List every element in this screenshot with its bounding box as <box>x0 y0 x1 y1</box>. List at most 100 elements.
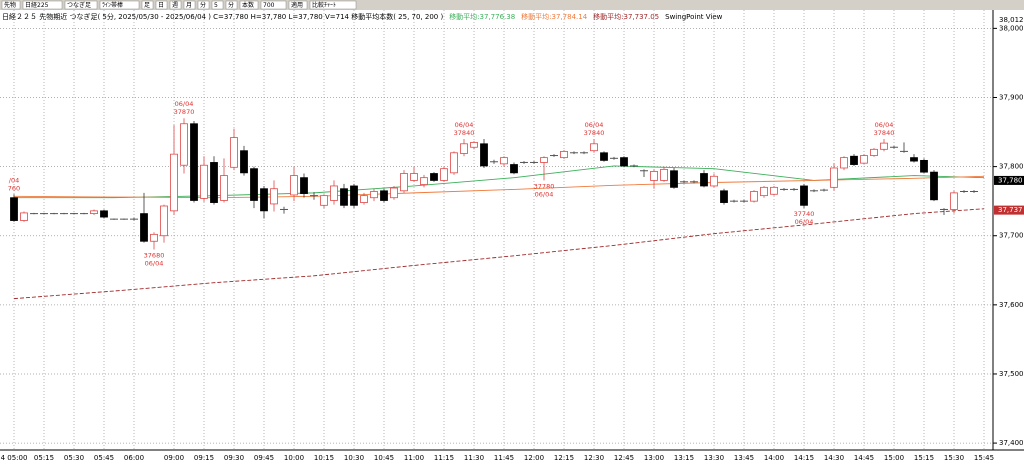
candle-body <box>340 188 348 206</box>
candle-body <box>90 210 98 215</box>
candle-body <box>430 173 438 181</box>
toolbar-label: つなぎ足 <box>67 1 91 9</box>
candle-body <box>230 137 238 168</box>
x-tick-label: 10:00 <box>284 454 304 462</box>
info-line: 日経２２５ 先物期近 つなぎ足( 5分, 2025/05/30 - 2025/0… <box>2 12 443 21</box>
x-tick-label: 13:45 <box>734 454 754 462</box>
candle-body <box>510 164 518 174</box>
y-tick-label: 37,400 <box>999 439 1024 447</box>
x-tick-label: 14:15 <box>794 454 814 462</box>
toolbar-label: 分 <box>200 1 206 9</box>
x-tick-label: 14:30 <box>824 454 844 462</box>
toolbar-button[interactable] <box>197 0 210 10</box>
candle-body <box>410 173 418 181</box>
candle-body <box>880 142 888 150</box>
toolbar-button[interactable] <box>169 0 182 10</box>
toolbar-button[interactable] <box>288 0 308 10</box>
toolbar-label: 日経225 <box>25 1 49 9</box>
swing-annotation: 06/04 <box>535 190 554 198</box>
x-tick-label: 13:30 <box>704 454 724 462</box>
toolbar <box>0 0 1024 10</box>
swing-annotation: 760 <box>8 184 20 192</box>
candle-body <box>210 162 218 203</box>
swing-annotation: /04 <box>9 176 19 184</box>
toolbar-label: 分 <box>228 1 234 9</box>
candle-body <box>380 190 388 201</box>
candle-body <box>860 155 868 164</box>
candle-body <box>770 186 778 195</box>
candle-body <box>600 152 608 161</box>
swing-annotation: 06/04 <box>455 121 474 129</box>
x-tick-label: 15:00 <box>884 454 904 462</box>
candle-body <box>170 153 178 212</box>
x-tick-label: 13:15 <box>674 454 694 462</box>
x-tick-label: 09:15 <box>194 454 214 462</box>
toolbar-label: 足 <box>144 2 150 9</box>
candle-body <box>270 188 278 205</box>
swing-annotation: 06/04 <box>175 100 194 108</box>
candle-body <box>540 157 548 163</box>
swing-annotation: 06/04 <box>585 121 604 129</box>
x-tick-label: 10:15 <box>314 454 334 462</box>
y-tick-label: 37,800 <box>999 163 1024 171</box>
toolbar-button[interactable] <box>99 0 140 10</box>
y-tick-label: 37,900 <box>999 93 1024 101</box>
candle-body <box>830 167 838 188</box>
toolbar-button[interactable] <box>309 0 357 10</box>
candle-body <box>10 197 18 221</box>
candle-body <box>220 175 228 201</box>
candle-body <box>400 173 408 192</box>
candle-body <box>910 157 918 162</box>
x-tick-label: 12:45 <box>614 454 634 462</box>
swing-annotation: 37840 <box>584 129 605 137</box>
moving-average <box>13 208 985 300</box>
candle-body <box>150 233 158 242</box>
candle-body <box>390 187 398 199</box>
x-tick-label: 12:00 <box>524 454 544 462</box>
x-tick-label: 15:30 <box>944 454 964 462</box>
toolbar-button[interactable] <box>239 0 259 10</box>
x-tick-label: 09:45 <box>254 454 274 462</box>
toolbar-label: 5 <box>214 2 218 9</box>
toolbar-button[interactable] <box>183 0 196 10</box>
toolbar-label: ﾗｲﾝ帯棒 <box>102 1 123 9</box>
candle-body <box>190 123 198 201</box>
toolbar-button[interactable] <box>141 0 154 10</box>
candle-body <box>180 123 188 166</box>
legend-entry: 移動平均:37,784.14 <box>521 12 588 21</box>
swing-annotation: 37740 <box>794 210 815 218</box>
candle-body <box>100 210 108 218</box>
toolbar-label: 比較ﾁｬｰﾄ <box>312 1 336 9</box>
x-tick-label: 09:30 <box>224 454 244 462</box>
x-tick-label: 11:15 <box>434 454 454 462</box>
toolbar-label: 週 <box>172 1 178 9</box>
candle-body <box>660 168 668 181</box>
toolbar-button[interactable] <box>225 0 238 10</box>
candle-body <box>420 177 428 185</box>
x-tick-label: 06:00 <box>124 454 144 462</box>
y-tick-label: 37,500 <box>999 370 1024 378</box>
candle-body <box>670 170 678 188</box>
candle-body <box>560 151 568 159</box>
candle-body <box>650 171 658 181</box>
toolbar-button[interactable] <box>1 0 21 10</box>
x-tick-label: 05:45 <box>94 454 114 462</box>
candle-body <box>930 171 938 201</box>
candle-body <box>500 157 508 165</box>
toolbar-button[interactable] <box>22 0 63 10</box>
toolbar-button[interactable] <box>260 0 287 10</box>
price-tag-label: 37,737 <box>998 206 1023 214</box>
toolbar-button[interactable] <box>211 0 224 10</box>
x-tick-label: 09:00 <box>164 454 184 462</box>
toolbar-button[interactable] <box>155 0 168 10</box>
candle-body <box>590 143 598 152</box>
y-tick-label: 37,700 <box>999 232 1024 240</box>
candle-body <box>330 185 338 201</box>
toolbar-label: 月 <box>186 2 192 9</box>
x-tick-label: 15:45 <box>974 454 994 462</box>
toolbar-label: 日 <box>158 2 164 9</box>
swing-annotation: 37780 <box>534 182 555 190</box>
toolbar-button[interactable] <box>64 0 98 10</box>
swing-annotation: 06/04 <box>875 121 894 129</box>
